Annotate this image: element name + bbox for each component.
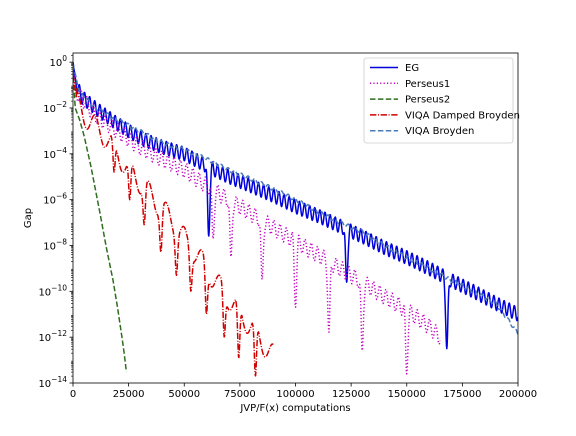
- x-tick-label: 150000: [388, 389, 426, 400]
- y-tick-label: 10−6: [43, 192, 67, 207]
- y-tick-label: 10−8: [43, 238, 67, 253]
- y-axis: 100 10−2 10−4 10−6 10−8 10−10 10−12 10−14: [38, 54, 73, 390]
- x-tick-label: 175000: [443, 389, 481, 400]
- legend-label: Perseus1: [405, 79, 450, 90]
- y-tick-label: 10−2: [43, 100, 67, 115]
- legend-label: VIQA Broyden: [405, 126, 474, 137]
- legend-label: VIQA Damped Broyden: [405, 110, 520, 121]
- y-axis-label: Gap: [23, 208, 34, 228]
- x-tick-label: 75000: [224, 389, 256, 400]
- y-tick-label: 10−4: [43, 146, 67, 161]
- legend-label: EG: [405, 63, 419, 74]
- legend: EG Perseus1 Perseus2 VIQA Damped Broyden VIQ…: [363, 57, 520, 144]
- legend-frame: [363, 57, 514, 144]
- legend-label: Perseus2: [405, 95, 450, 106]
- x-tick-label: 0: [70, 389, 76, 400]
- x-tick-label: 25000: [113, 389, 145, 400]
- series-line-perseus1: [73, 68, 441, 375]
- series-line-viqa-broyden: [73, 64, 518, 335]
- series-line-viqa-damped-broyden: [73, 74, 274, 377]
- y-tick-label: 10−12: [38, 329, 67, 344]
- x-tick-label: 100000: [276, 389, 314, 400]
- x-tick-label: 125000: [332, 389, 370, 400]
- y-tick-label: 10−14: [38, 375, 67, 390]
- y-tick-label: 10−10: [38, 283, 67, 298]
- x-tick-label: 50000: [168, 389, 200, 400]
- x-axis: 0 25000 50000 75000 100000 125000 150000 175000…: [70, 383, 537, 400]
- series-layer: [73, 62, 518, 377]
- series-line-perseus2: [73, 69, 128, 373]
- y-tick-label: 100: [49, 54, 67, 69]
- x-axis-label: JVP/F(x) computations: [239, 403, 350, 414]
- x-tick-label: 200000: [499, 389, 537, 400]
